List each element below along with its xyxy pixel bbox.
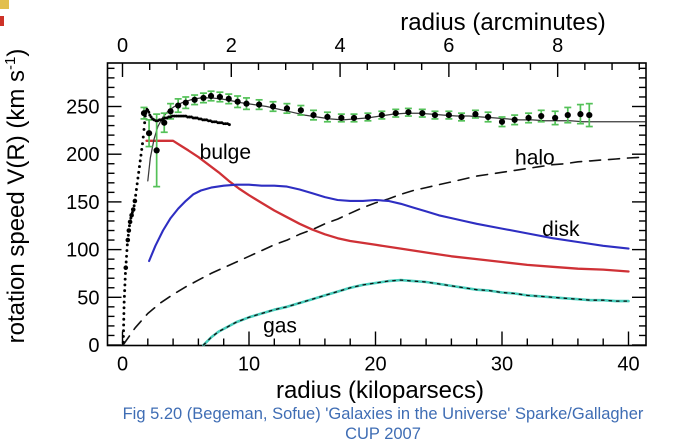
svg-text:200: 200 xyxy=(66,144,99,166)
bulge-curve xyxy=(145,139,630,273)
svg-text:30: 30 xyxy=(491,354,513,376)
figure-caption: Fig 5.20 (Begeman, Sofue) 'Galaxies in t… xyxy=(122,405,644,443)
svg-text:10: 10 xyxy=(238,354,260,376)
svg-text:radius (kiloparsecs): radius (kiloparsecs) xyxy=(276,377,484,404)
right-axis xyxy=(632,67,646,346)
halo-curve xyxy=(122,156,646,346)
svg-text:2: 2 xyxy=(226,35,237,57)
x-axis-kpc: 0 10 20 30 40 xyxy=(117,331,640,376)
x-axis-title: radius (kiloparsecs) xyxy=(276,377,484,404)
svg-text:0: 0 xyxy=(117,35,128,57)
svg-text:8: 8 xyxy=(552,35,563,57)
svg-text:halo: halo xyxy=(515,147,555,170)
svg-text:gas: gas xyxy=(263,315,297,338)
gas-curve xyxy=(202,278,630,347)
svg-text:6: 6 xyxy=(443,35,454,57)
svg-text:0: 0 xyxy=(88,335,99,357)
svg-text:50: 50 xyxy=(77,287,99,309)
svg-text:40: 40 xyxy=(617,354,639,376)
curve-labels: bulge halo disk gas xyxy=(200,141,580,338)
y-axis: 0 50 100 150 200 250 xyxy=(66,67,122,357)
svg-text:disk: disk xyxy=(542,218,580,241)
svg-text:0: 0 xyxy=(117,354,128,376)
svg-text:rotation speed V(R) (km s-1): rotation speed V(R) (km s-1) xyxy=(2,49,30,344)
inner-rotation-curve xyxy=(121,107,231,344)
y-axis-title: rotation speed V(R) (km s-1) xyxy=(2,49,30,344)
svg-text:20: 20 xyxy=(364,354,386,376)
error-bars xyxy=(140,90,593,188)
top-axis-title: radius (arcminutes) xyxy=(400,9,605,36)
svg-text:radius (arcminutes): radius (arcminutes) xyxy=(400,9,605,36)
data-points xyxy=(140,92,593,154)
svg-text:4: 4 xyxy=(335,35,346,57)
slide-corner-marks xyxy=(0,0,9,26)
svg-text:bulge: bulge xyxy=(200,141,251,164)
svg-text:100: 100 xyxy=(66,240,99,262)
top-axis-arcmin: 0 2 4 6 8 xyxy=(117,35,640,77)
svg-text:150: 150 xyxy=(66,192,99,214)
plot-frame xyxy=(106,62,647,347)
disk-curve xyxy=(148,183,630,263)
svg-text:250: 250 xyxy=(66,97,99,119)
